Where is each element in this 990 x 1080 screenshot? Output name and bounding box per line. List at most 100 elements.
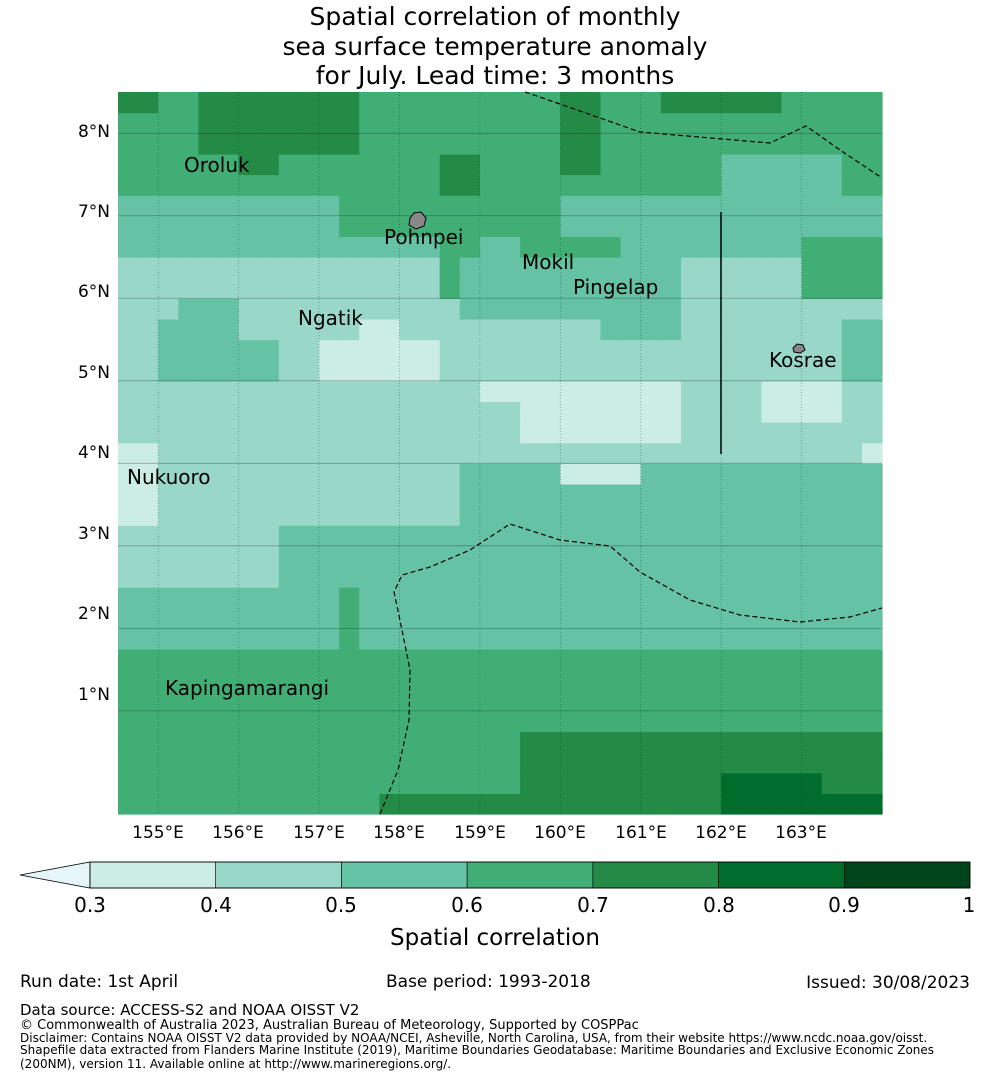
grid-cell — [439, 195, 461, 217]
grid-cell — [841, 731, 863, 753]
grid-cell — [500, 566, 521, 588]
grid-cell — [479, 236, 501, 258]
grid-cell — [479, 669, 501, 691]
grid-cell — [560, 236, 582, 258]
chart-title: Spatial correlation of monthly sea surfa… — [0, 2, 990, 91]
grid-cell — [138, 422, 159, 444]
grid-cell — [319, 360, 340, 382]
grid-cell — [841, 174, 863, 196]
grid-cell — [781, 752, 803, 774]
grid-cell — [359, 731, 380, 753]
grid-cell — [600, 92, 622, 114]
grid-cell — [841, 607, 863, 629]
grid-cell — [278, 257, 300, 279]
grid-cell — [741, 545, 762, 568]
grid-cell — [298, 710, 320, 733]
grid-cell — [218, 710, 240, 733]
grid-cell — [560, 360, 582, 382]
title-line-2: sea surface temperature anomaly — [282, 31, 708, 61]
grid-cell — [218, 442, 240, 464]
grid-cell — [520, 731, 541, 753]
grid-cell — [721, 360, 742, 382]
grid-cell — [721, 215, 742, 237]
grid-cell — [339, 174, 360, 196]
grid-cell — [339, 566, 360, 588]
grid-cell — [238, 587, 260, 609]
grid-cell — [298, 277, 320, 299]
grid-cell — [278, 174, 300, 196]
grid-cell — [459, 731, 481, 753]
grid-cell — [419, 669, 441, 691]
grid-cell — [660, 648, 682, 671]
grid-cell — [781, 215, 803, 237]
grid-cell — [721, 153, 742, 176]
grid-cell — [439, 236, 461, 258]
grid-cell — [399, 525, 421, 547]
grid-cell — [660, 772, 682, 794]
grid-cell — [298, 648, 320, 671]
grid-cell — [560, 153, 582, 176]
grid-cell — [399, 422, 421, 444]
grid-cell — [399, 463, 421, 485]
grid-cell — [118, 566, 139, 588]
grid-cell — [479, 710, 501, 733]
grid-cell — [520, 318, 541, 341]
grid-cell — [821, 669, 843, 691]
grid-cell — [721, 277, 742, 299]
grid-cell — [399, 360, 421, 382]
grid-cell — [419, 566, 441, 588]
grid-cell — [560, 380, 582, 403]
grid-cell — [500, 525, 521, 547]
grid-cell — [841, 133, 863, 155]
grid-cell — [198, 257, 220, 279]
grid-cell — [298, 525, 320, 547]
grid-cell — [781, 545, 803, 568]
grid-cell — [419, 195, 441, 217]
grid-cell — [801, 360, 823, 382]
grid-cell — [680, 504, 702, 526]
grid-cell — [540, 174, 561, 196]
grid-cell — [258, 298, 280, 320]
grid-cell — [359, 628, 380, 650]
grid-cell — [319, 752, 340, 774]
grid-cell — [600, 710, 622, 733]
grid-cell — [339, 195, 360, 217]
grid-cell — [339, 422, 360, 444]
grid-cell — [319, 772, 340, 794]
grid-cell — [540, 298, 561, 320]
grid-cell — [298, 669, 320, 691]
grid-cell — [238, 669, 260, 691]
grid-cell — [680, 422, 702, 444]
grid-cell — [600, 587, 622, 609]
grid-cell — [379, 133, 401, 155]
grid-cell — [379, 401, 401, 423]
grid-cell — [680, 710, 702, 733]
grid-cell — [600, 236, 622, 258]
grid-cell — [741, 277, 762, 299]
grid-cell — [680, 442, 702, 464]
grid-cell — [660, 483, 682, 506]
grid-cell — [399, 628, 421, 650]
grid-cell — [620, 277, 642, 299]
grid-cell — [741, 236, 762, 258]
grid-cell — [560, 112, 582, 134]
grid-cell — [319, 380, 340, 403]
grid-cell — [339, 339, 360, 361]
grid-cell — [741, 648, 762, 671]
grid-cell — [439, 731, 461, 753]
lon-tick-label: 162°E — [695, 823, 747, 843]
grid-cell — [801, 772, 823, 794]
grid-cell — [319, 133, 340, 155]
grid-cell — [640, 422, 662, 444]
grid-cell — [660, 793, 682, 815]
grid-cell — [258, 257, 280, 279]
grid-cell — [500, 195, 521, 217]
grid-cell — [359, 174, 380, 196]
grid-cell — [600, 339, 622, 361]
grid-cell — [861, 731, 883, 753]
grid-cell — [218, 277, 240, 299]
grid-cell — [801, 133, 823, 155]
grid-cell — [399, 380, 421, 403]
grid-cell — [520, 690, 541, 712]
grid-cell — [158, 607, 179, 629]
